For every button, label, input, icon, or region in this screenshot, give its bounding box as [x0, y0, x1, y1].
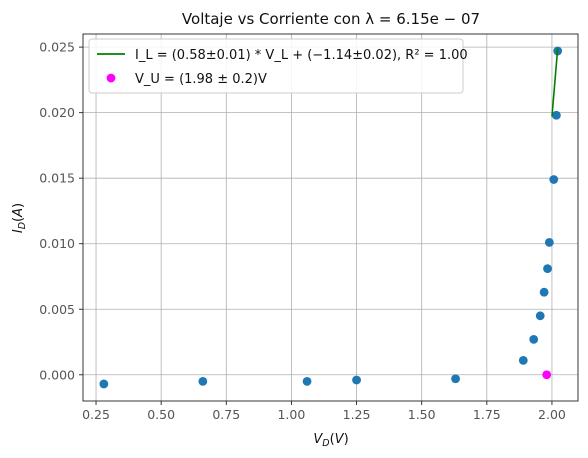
data-point	[302, 376, 312, 386]
data-point	[544, 238, 554, 247]
data-point	[99, 379, 109, 389]
legend-label-threshold: V_U = (1.98 ± 0.2)V	[135, 72, 267, 87]
data-point	[529, 334, 539, 344]
x-tick-label: 2.00	[538, 407, 566, 422]
y-tick-label: 0.015	[39, 171, 75, 186]
y-tick-label: 0.010	[39, 236, 75, 251]
x-tick-label: 0.75	[212, 407, 240, 422]
fit-line	[551, 48, 559, 117]
x-tick-label: 1.00	[277, 407, 305, 422]
x-tick-label: 1.50	[408, 407, 436, 422]
data-point	[198, 376, 208, 386]
data-point	[535, 311, 545, 321]
data-layer	[99, 46, 563, 389]
data-point	[543, 264, 552, 274]
legend-point-swatch	[106, 73, 116, 83]
data-point	[518, 355, 528, 365]
y-tick-label: 0.005	[39, 302, 75, 317]
legend-box	[88, 38, 464, 94]
y-tick-label: 0.020	[39, 105, 75, 120]
ticks-layer: 0.25 0.50 0.75 1.00 1.25 1.50 1.75 2.00 0.000 0.0…	[39, 40, 566, 422]
data-point	[551, 110, 561, 120]
x-tick-label: 0.25	[82, 407, 110, 422]
threshold-point	[542, 370, 552, 380]
data-point	[451, 374, 460, 384]
chart-title: Voltaje vs Corriente con λ = 6.15e − 07	[182, 10, 480, 28]
y-tick-label: 0.025	[39, 40, 75, 55]
x-axis-label: VD(V)	[313, 432, 348, 449]
x-tick-label: 0.50	[147, 407, 175, 422]
plot-frame	[82, 33, 579, 402]
x-tick-label: 1.75	[473, 407, 501, 422]
y-axis-label: ID(A)	[11, 203, 28, 233]
x-tick-label: 1.25	[343, 407, 371, 422]
data-point	[352, 375, 361, 385]
data-point	[539, 287, 549, 297]
legend: I_L = (0.58±0.01) * V_L + (−1.14±0.02), …	[88, 38, 468, 94]
y-tick-label: 0.000	[39, 367, 75, 382]
data-point	[549, 175, 559, 184]
axes-layer	[82, 33, 579, 402]
legend-label-fit: I_L = (0.58±0.01) * V_L + (−1.14±0.02), …	[135, 48, 468, 63]
